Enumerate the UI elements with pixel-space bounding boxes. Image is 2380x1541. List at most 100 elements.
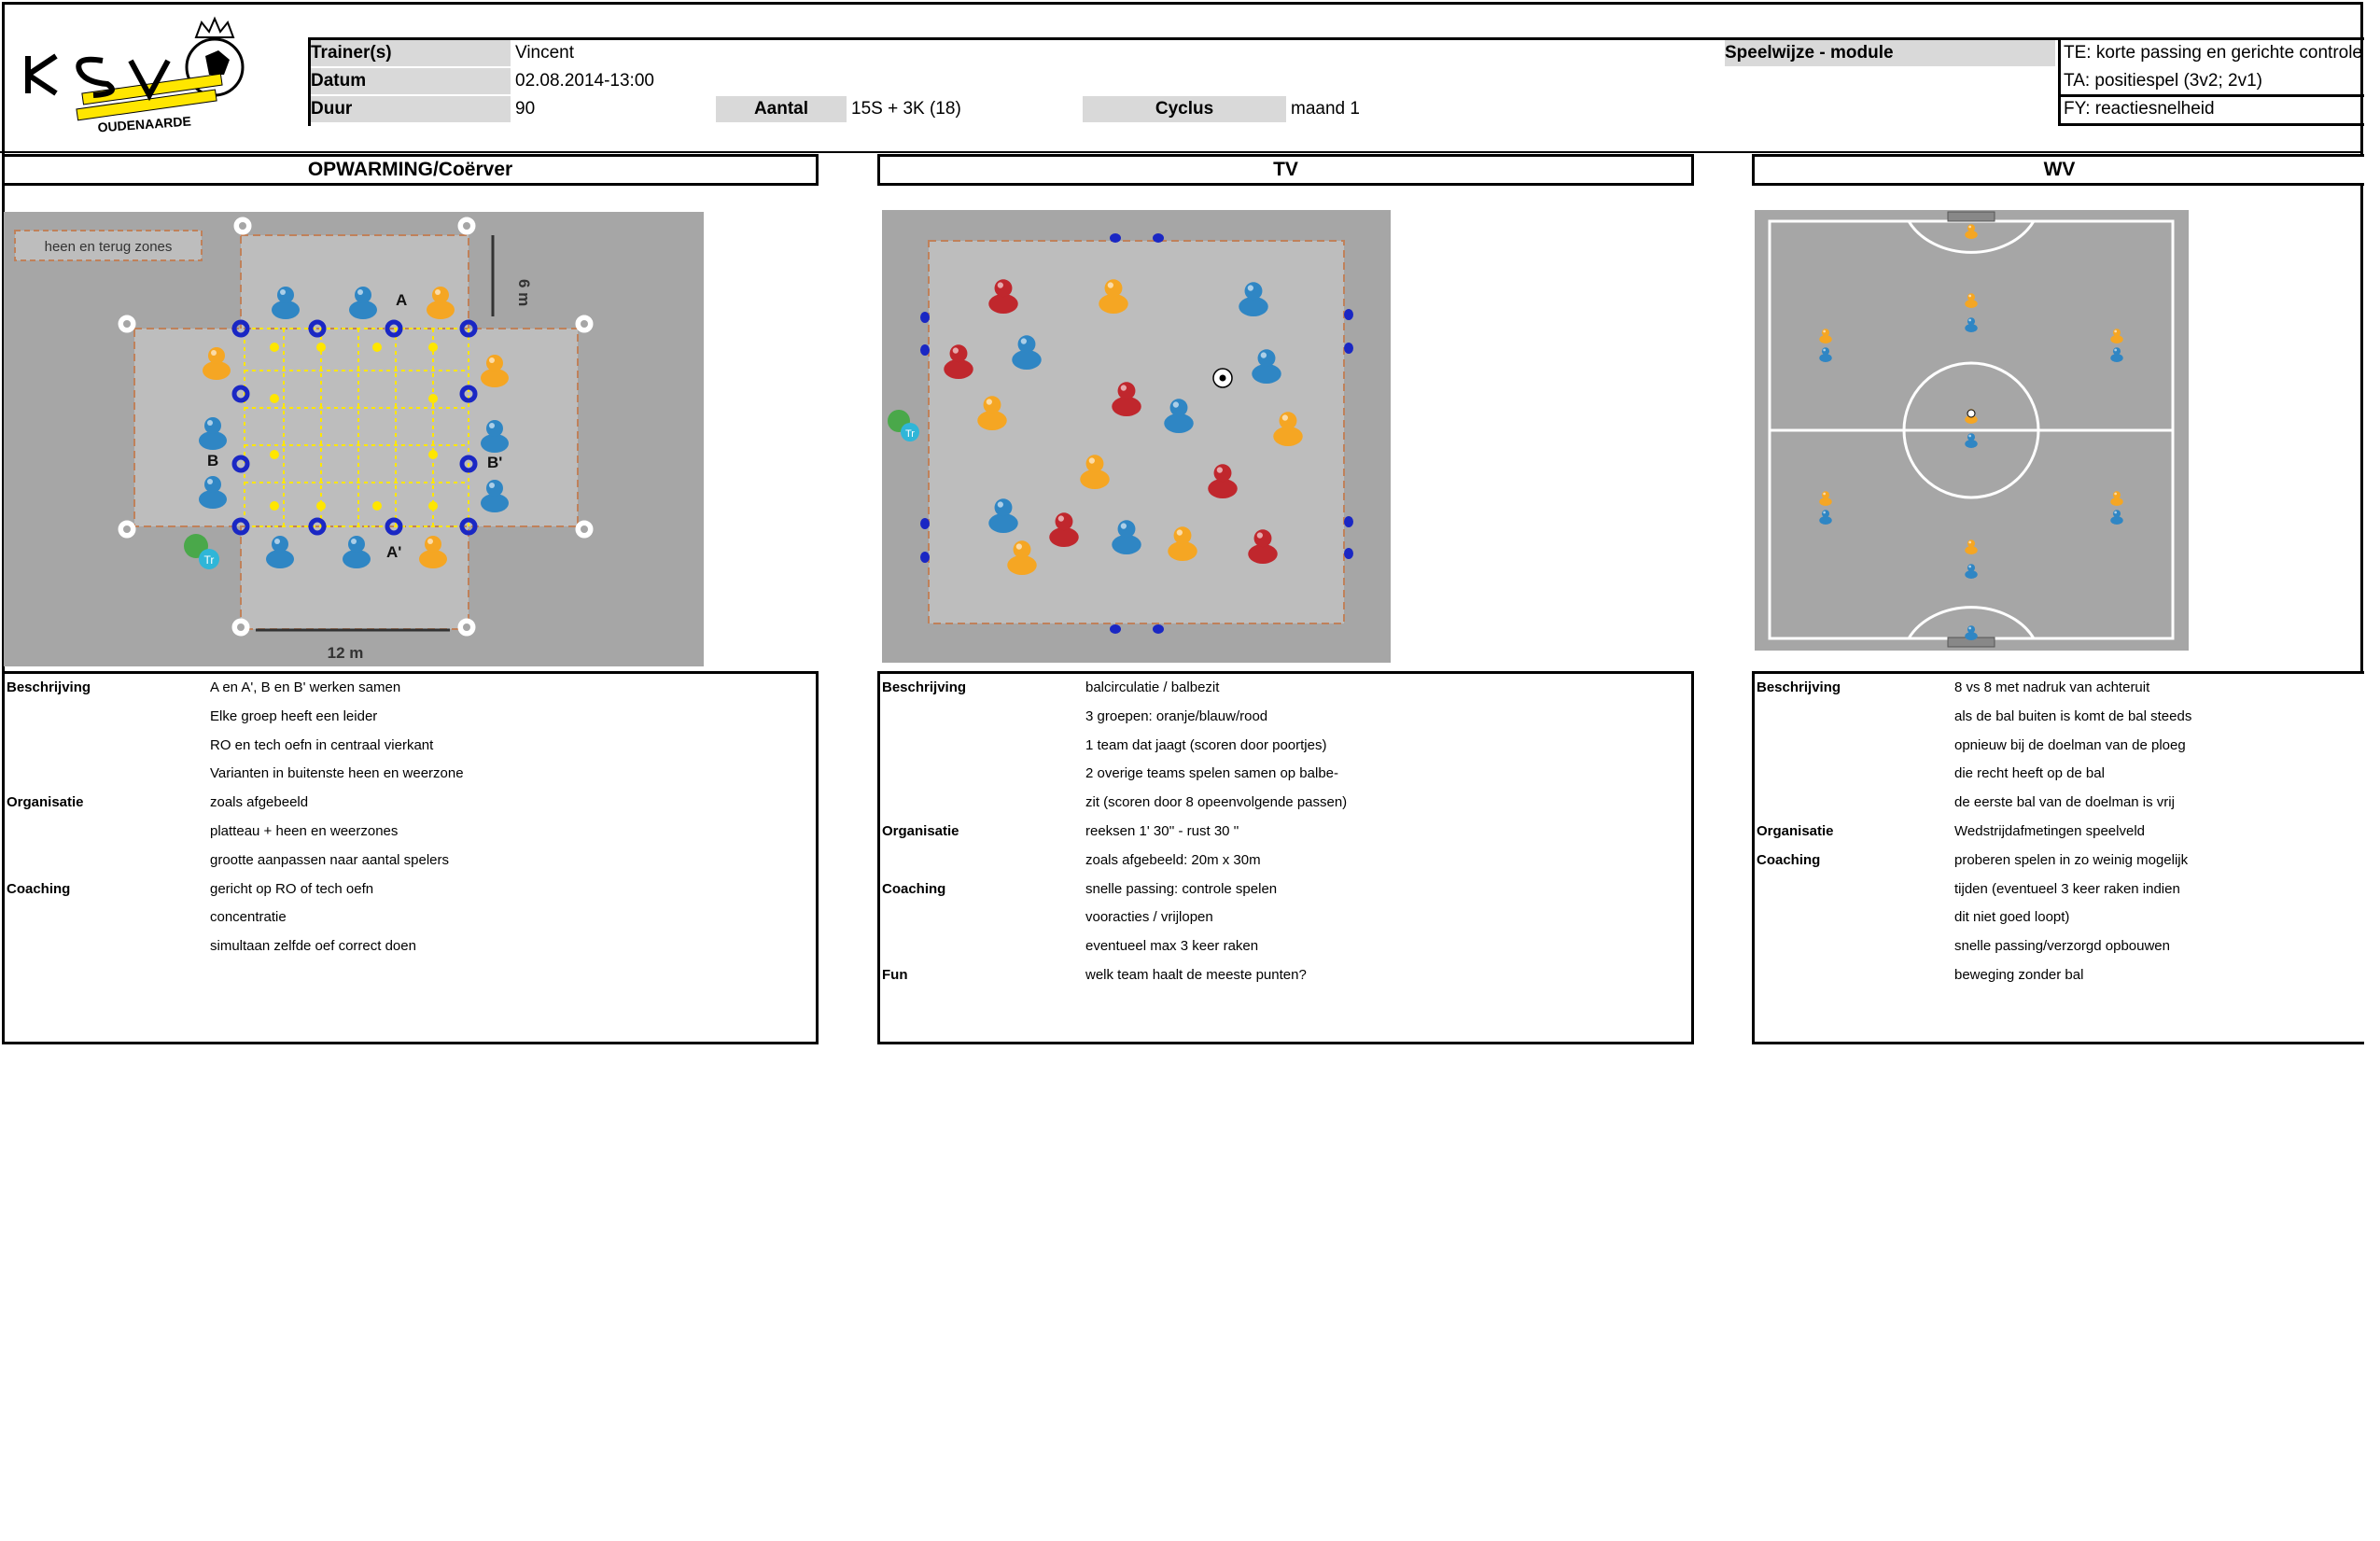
- player-icon: [199, 417, 227, 450]
- row-value: zoals afgebeeld: [210, 794, 309, 811]
- svg-text:Tr: Tr: [204, 553, 215, 567]
- player-icon: [1239, 282, 1268, 316]
- row-value: de eerste bal van de doelman is vrij: [1954, 794, 2175, 811]
- row-value: concentratie: [210, 909, 287, 926]
- player-icon: [1252, 349, 1281, 384]
- player-icon: [988, 279, 1018, 314]
- player-icon: [1007, 540, 1037, 575]
- row-value: tijden (eventueel 3 keer raken indien: [1954, 880, 2180, 897]
- row-value: opnieuw bij de doelman van de ploeg: [1954, 736, 2186, 753]
- player-icon: [349, 287, 377, 319]
- row-value: eventueel max 3 keer raken: [1085, 938, 1259, 955]
- row-key: Organisatie: [7, 794, 84, 811]
- row-value: 1 team dat jaagt (scoren door poortjes): [1085, 736, 1327, 753]
- section-title-wv: WV: [1752, 154, 2364, 186]
- row-value: snelle passing/verzorgd opbouwen: [1954, 938, 2170, 955]
- datum-label: Datum: [311, 68, 511, 94]
- player-icon: [1273, 412, 1303, 446]
- player-icon: [1965, 564, 1978, 579]
- player-icon: [1965, 539, 1978, 554]
- aantal-value: 15S + 3K (18): [851, 99, 961, 119]
- cyclus-label: Cyclus: [1083, 96, 1286, 122]
- player-icon: [1819, 491, 1832, 506]
- duur-label: Duur: [311, 96, 511, 122]
- label-a: A: [396, 291, 407, 309]
- player-icon: [1012, 335, 1042, 370]
- trainer-icon: Tr: [184, 534, 219, 569]
- row-value: dit niet goed loopt): [1954, 909, 2070, 926]
- row-value: proberen spelen in zo weinig mogelijk: [1954, 851, 2189, 868]
- row-key: Organisatie: [1757, 823, 1834, 839]
- player-icon: [1965, 293, 1978, 308]
- player-icon: [988, 498, 1018, 533]
- player-icon: [1248, 529, 1278, 564]
- player-icon: [944, 344, 973, 379]
- cyclus-value: maand 1: [1291, 99, 1360, 119]
- player-icon: [481, 480, 509, 512]
- opwarming-diagram: heen en terug zones 6 m 12 m A B B' A' T…: [4, 212, 704, 666]
- player-icon: [2110, 491, 2123, 506]
- player-icon: [266, 536, 294, 568]
- row-value: RO en tech oefn in centraal vierkant: [210, 736, 434, 753]
- club-logo: OUDENAARDE: [19, 9, 299, 135]
- svg-text:OUDENAARDE: OUDENAARDE: [97, 114, 191, 135]
- player-icon: [199, 476, 227, 509]
- row-value: 2 overige teams spelen samen op balbe-: [1085, 765, 1338, 782]
- player-icon: [1819, 329, 1832, 343]
- player-icon: [1819, 347, 1832, 362]
- row-key: Coaching: [1757, 851, 1821, 868]
- row-value: welk team haalt de meeste punten?: [1085, 967, 1307, 983]
- row-value: 3 groepen: oranje/blauw/rood: [1085, 707, 1268, 724]
- row-value: platteau + heen en weerzones: [210, 823, 399, 839]
- row-value: gericht op RO of tech oefn: [210, 880, 374, 897]
- soccer-ball-icon: [1212, 368, 1233, 388]
- row-value: Elke groep heeft een leider: [210, 707, 378, 724]
- row-value: die recht heeft op de bal: [1954, 765, 2105, 782]
- row-value: vooracties / vrijlopen: [1085, 909, 1213, 926]
- row-value: zoals afgebeeld: 20m x 30m: [1085, 851, 1261, 868]
- duur-value: 90: [515, 99, 536, 119]
- fy-value: FY: reactiesnelheid: [2064, 99, 2215, 119]
- row-key: Beschrijving: [7, 679, 91, 695]
- player-icon: [1965, 224, 1978, 239]
- player-icon: [419, 536, 447, 568]
- player-icon: [1112, 382, 1141, 416]
- row-value: balcirculatie / balbezit: [1085, 679, 1220, 695]
- player-icon: [272, 287, 300, 319]
- row-value: 8 vs 8 met nadruk van achteruit: [1954, 679, 2150, 695]
- row-value: Varianten in buitenste heen en weerzone: [210, 765, 464, 782]
- row-key: Organisatie: [882, 823, 959, 839]
- player-icon: [1208, 464, 1238, 498]
- player-icon: [1112, 520, 1141, 554]
- tv-text-box: [877, 671, 1694, 1044]
- player-icon: [1049, 512, 1079, 547]
- player-icon: [2110, 510, 2123, 525]
- player-icon: [427, 287, 455, 319]
- dim-width: 12 m: [328, 644, 364, 662]
- player-icon: [1965, 433, 1978, 448]
- player-icon: [2110, 329, 2123, 343]
- zone-label: heen en terug zones: [45, 239, 173, 255]
- player-icon: [1819, 510, 1832, 525]
- row-value: beweging zonder bal: [1954, 967, 2084, 983]
- trainer-icon: Tr: [888, 410, 919, 441]
- player-icon: [1099, 279, 1128, 314]
- sheet-frame: [2, 2, 2363, 1043]
- speelwijze-label: Speelwijze - module: [1725, 40, 2055, 66]
- player-icon: [2110, 347, 2123, 362]
- player-icon: [1168, 526, 1197, 561]
- wv-pitch-diagram: [1755, 210, 2189, 651]
- row-key: Beschrijving: [882, 679, 967, 695]
- section-title-opwarming: OPWARMING/Coërver: [2, 154, 819, 186]
- opwarming-text-box: [2, 671, 819, 1044]
- player-icon: [481, 355, 509, 387]
- datum-value: 02.08.2014-13:00: [515, 71, 654, 91]
- te-value: TE: korte passing en gerichte controle: [2064, 43, 2363, 63]
- row-value: grootte aanpassen naar aantal spelers: [210, 851, 450, 868]
- crown-icon: [194, 16, 235, 38]
- tv-diagram: Tr: [882, 210, 1391, 663]
- wv-text-box: [1752, 671, 2364, 1044]
- player-icon: [343, 536, 371, 568]
- row-value: als de bal buiten is komt de bal steeds: [1954, 707, 2192, 724]
- dim-height: 6 m: [515, 279, 533, 306]
